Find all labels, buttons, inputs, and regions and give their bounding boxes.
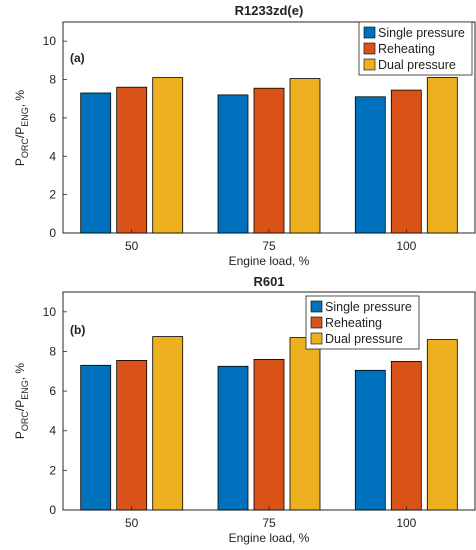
bar bbox=[116, 359, 148, 511]
legend-label: Reheating bbox=[325, 316, 382, 330]
x-axis-ticks: 50 75 100 bbox=[125, 506, 417, 530]
bar bbox=[152, 77, 184, 234]
y-tick-label: 4 bbox=[49, 424, 56, 438]
legend-label: Single pressure bbox=[378, 26, 465, 40]
x-axis-ticks: 50 75 100 bbox=[125, 229, 417, 253]
legend-swatch bbox=[310, 316, 323, 329]
panel-tag: (a) bbox=[70, 51, 85, 65]
y-tick-label: 2 bbox=[49, 188, 56, 202]
bar bbox=[426, 339, 458, 511]
y-axis-label: PORC/PENG, % bbox=[13, 363, 30, 440]
y-label-subscript: ENG bbox=[20, 380, 30, 400]
bar bbox=[289, 337, 321, 511]
bar bbox=[80, 364, 112, 511]
x-axis-label: Engine load, % bbox=[229, 531, 310, 545]
panel-tag: (b) bbox=[70, 323, 85, 337]
bar bbox=[152, 336, 184, 511]
bar bbox=[116, 86, 148, 234]
bar-group bbox=[80, 77, 458, 234]
y-tick-label: 6 bbox=[49, 384, 56, 398]
bar bbox=[426, 77, 458, 234]
y-axis-label: PORC/PENG, % bbox=[13, 90, 30, 167]
y-tick-label: 0 bbox=[49, 503, 56, 517]
x-tick-label: 50 bbox=[125, 516, 139, 530]
legend-box bbox=[305, 295, 420, 350]
y-label-part: /P bbox=[13, 127, 27, 138]
bar bbox=[253, 87, 285, 234]
y-label-part: , % bbox=[13, 363, 27, 381]
x-tick-label: 75 bbox=[262, 239, 276, 253]
y-label-part: , % bbox=[13, 90, 27, 108]
bar bbox=[253, 358, 285, 511]
x-tick-label: 100 bbox=[396, 516, 416, 530]
bar bbox=[390, 360, 422, 511]
bar bbox=[217, 365, 249, 511]
bar bbox=[217, 94, 249, 234]
y-tick-label: 8 bbox=[49, 73, 56, 87]
legend-label: Reheating bbox=[378, 42, 435, 56]
legend-swatch bbox=[363, 26, 376, 39]
y-tick-label: 0 bbox=[49, 226, 56, 240]
y-tick-label: 2 bbox=[49, 463, 56, 477]
y-label-part: P bbox=[13, 431, 27, 439]
legend-label: Dual pressure bbox=[378, 58, 456, 72]
y-label-subscript: ORC bbox=[20, 411, 30, 432]
y-axis-ticks: 0 2 4 6 8 10 bbox=[43, 305, 67, 517]
legend-label: Single pressure bbox=[325, 300, 412, 314]
y-tick-label: 8 bbox=[49, 344, 56, 358]
bar bbox=[354, 96, 386, 234]
y-label-subscript: ORC bbox=[20, 138, 30, 159]
x-axis-label: Engine load, % bbox=[229, 254, 310, 268]
legend-swatch bbox=[310, 300, 323, 313]
y-label-part: /P bbox=[13, 400, 27, 411]
y-label-subscript: ENG bbox=[20, 107, 30, 127]
legend-label: Dual pressure bbox=[325, 332, 403, 346]
bar bbox=[390, 89, 422, 234]
y-tick-label: 10 bbox=[43, 305, 57, 319]
bar bbox=[354, 369, 386, 511]
y-tick-label: 4 bbox=[49, 149, 56, 163]
x-tick-label: 75 bbox=[262, 516, 276, 530]
legend: Single pressure Reheating Dual pressure bbox=[305, 295, 420, 350]
legend: Single pressure Reheating Dual pressure bbox=[358, 21, 473, 76]
chart-panel-a: R1233zd(e) 0 2 4 6 8 10 50 75 100 (a) Engine lo… bbox=[13, 3, 476, 268]
legend-swatch bbox=[310, 332, 323, 345]
x-tick-label: 50 bbox=[125, 239, 139, 253]
y-tick-label: 10 bbox=[43, 34, 57, 48]
y-axis-ticks: 0 2 4 6 8 10 bbox=[43, 34, 67, 240]
legend-box bbox=[358, 21, 473, 76]
bar bbox=[80, 92, 112, 234]
chart-title: R601 bbox=[253, 274, 284, 289]
bar bbox=[289, 78, 321, 234]
x-tick-label: 100 bbox=[396, 239, 416, 253]
bar-group bbox=[80, 336, 458, 511]
legend-swatch bbox=[363, 42, 376, 55]
legend-swatch bbox=[363, 58, 376, 71]
y-tick-label: 6 bbox=[49, 111, 56, 125]
y-label-part: P bbox=[13, 158, 27, 166]
chart-title: R1233zd(e) bbox=[235, 3, 304, 18]
